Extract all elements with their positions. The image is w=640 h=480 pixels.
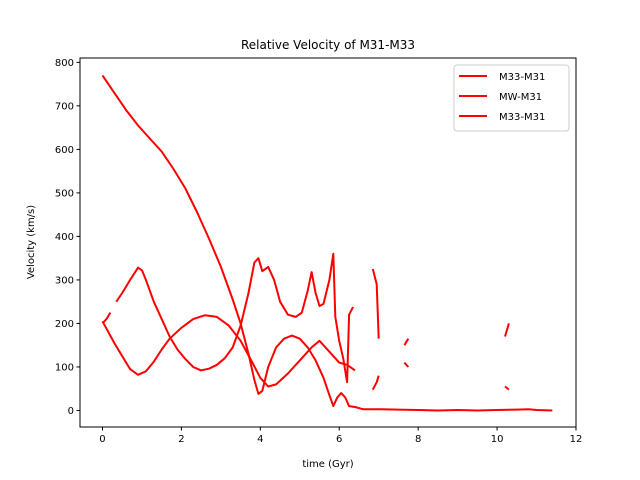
- series-line-3-segment-2: [115, 252, 354, 384]
- y-tick-label: 300: [55, 275, 74, 286]
- series-line-3-segment-5: [403, 338, 410, 346]
- plot-lines: [101, 74, 553, 412]
- x-tick-label: 2: [178, 434, 184, 445]
- y-tick-label: 200: [55, 319, 74, 330]
- legend: M33-M31 MW-M31 M33-M31: [453, 64, 570, 132]
- x-tick-label: 12: [570, 434, 583, 445]
- series-line-3-segment-4: [371, 375, 380, 391]
- chart-title: Relative Velocity of M31-M33: [241, 38, 415, 52]
- series-line-3-segment-3: [371, 268, 380, 339]
- legend-label-3: M33-M31: [499, 112, 545, 123]
- y-axis-ticks: 0 100 200 300 400 500 600 700 800: [55, 58, 80, 417]
- y-axis-label: Velocity (km/s): [26, 205, 37, 279]
- x-tick-label: 0: [99, 434, 105, 445]
- series-line-3-segment-6: [403, 361, 410, 368]
- y-tick-label: 600: [55, 145, 74, 156]
- y-tick-label: 700: [55, 101, 74, 112]
- legend-label-1: M33-M31: [499, 72, 545, 83]
- legend-box: [453, 64, 570, 132]
- plot-frame: [79, 57, 577, 428]
- series-line-1-segment-1: [101, 314, 356, 388]
- y-tick-label: 500: [55, 188, 74, 199]
- series-line-2-segment-1: [101, 74, 553, 412]
- legend-label-2: MW-M31: [499, 92, 542, 103]
- x-axis-label: time (Gyr): [302, 459, 353, 470]
- series-line-3-segment-7: [504, 323, 510, 337]
- x-tick-label: 4: [257, 434, 263, 445]
- y-tick-label: 0: [68, 406, 74, 417]
- y-tick-label: 400: [55, 232, 74, 243]
- x-tick-label: 8: [415, 434, 421, 445]
- series-line-3-segment-1: [101, 312, 112, 325]
- x-tick-label: 6: [336, 434, 342, 445]
- x-tick-label: 10: [491, 434, 504, 445]
- x-axis-ticks: 0 2 4 6 8 10 12: [99, 427, 582, 445]
- y-tick-label: 100: [55, 362, 74, 373]
- series-line-3-segment-8: [504, 385, 510, 391]
- y-tick-label: 800: [55, 58, 74, 69]
